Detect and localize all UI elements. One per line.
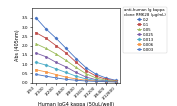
- 0.2: [75, 58, 77, 59]
- Line: 0.013: 0.013: [35, 61, 117, 83]
- 0.2: [85, 67, 87, 68]
- 0.05: [65, 60, 67, 61]
- 0.003: [55, 77, 57, 78]
- 0.013: [85, 78, 87, 80]
- 0.006: [55, 74, 57, 75]
- 0.2: [105, 77, 107, 79]
- Line: 0.006: 0.006: [35, 69, 117, 83]
- 0.2: [65, 48, 67, 49]
- 0.025: [115, 81, 117, 82]
- 0.05: [75, 67, 77, 68]
- Y-axis label: Abs (405nm): Abs (405nm): [16, 30, 21, 61]
- 0.1: [55, 45, 57, 46]
- 0.2: [55, 38, 57, 39]
- 0.006: [85, 80, 87, 81]
- 0.025: [45, 56, 47, 57]
- 0.013: [105, 81, 107, 82]
- 0.1: [75, 62, 77, 63]
- 0.006: [65, 77, 67, 78]
- 0.025: [55, 62, 57, 63]
- 0.05: [105, 80, 107, 81]
- 0.025: [105, 80, 107, 82]
- 0.1: [105, 79, 107, 80]
- Line: 0.1: 0.1: [35, 32, 117, 82]
- 0.006: [105, 81, 107, 82]
- 0.1: [85, 70, 87, 71]
- 0.006: [75, 78, 77, 80]
- 0.025: [65, 66, 67, 68]
- 0.025: [85, 77, 87, 78]
- Line: 0.2: 0.2: [35, 17, 117, 82]
- 0.05: [85, 73, 87, 74]
- 0.025: [75, 72, 77, 73]
- 0.025: [95, 79, 97, 80]
- 0.025: [35, 52, 37, 54]
- X-axis label: Human IgG4 kappa (50uL/well): Human IgG4 kappa (50uL/well): [38, 102, 114, 106]
- 0.006: [35, 69, 37, 70]
- 0.1: [35, 32, 37, 33]
- 0.013: [95, 80, 97, 81]
- 0.013: [55, 68, 57, 69]
- 0.1: [45, 38, 47, 39]
- 0.003: [75, 80, 77, 81]
- 0.003: [95, 81, 97, 82]
- 0.006: [95, 80, 97, 82]
- 0.006: [45, 71, 47, 73]
- Line: 0.05: 0.05: [35, 43, 117, 82]
- 0.2: [95, 74, 97, 75]
- 0.05: [35, 43, 37, 44]
- 0.003: [85, 80, 87, 82]
- 0.05: [45, 48, 47, 49]
- Line: 0.003: 0.003: [35, 73, 117, 83]
- 0.013: [65, 72, 67, 73]
- 0.2: [45, 28, 47, 30]
- Legend: 0.2, 0.1, 0.05, 0.025, 0.013, 0.006, 0.003: 0.2, 0.1, 0.05, 0.025, 0.013, 0.006, 0.0…: [123, 7, 167, 53]
- 0.013: [75, 76, 77, 77]
- 0.003: [35, 74, 37, 75]
- 0.013: [45, 64, 47, 66]
- 0.003: [115, 81, 117, 83]
- 0.05: [55, 53, 57, 55]
- 0.2: [35, 17, 37, 18]
- 0.05: [115, 81, 117, 82]
- 0.1: [65, 52, 67, 54]
- 0.003: [45, 76, 47, 77]
- 0.013: [35, 62, 37, 63]
- 0.1: [115, 80, 117, 81]
- Line: 0.025: 0.025: [35, 52, 117, 83]
- 0.003: [105, 81, 107, 82]
- 0.003: [65, 79, 67, 80]
- 0.2: [115, 80, 117, 81]
- 0.05: [95, 77, 97, 79]
- 0.1: [95, 76, 97, 77]
- 0.013: [115, 81, 117, 82]
- 0.006: [115, 81, 117, 82]
